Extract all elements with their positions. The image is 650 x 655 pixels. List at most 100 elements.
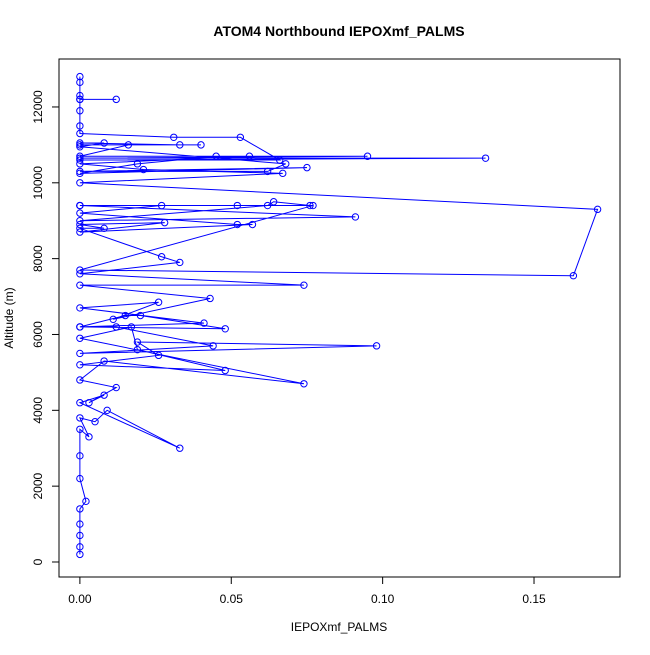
data-point — [109, 315, 117, 324]
data-point — [112, 383, 120, 392]
data-point — [76, 169, 84, 178]
data-point — [303, 163, 311, 172]
data-point — [197, 141, 205, 149]
data-point — [100, 139, 108, 147]
y-tick-label: 12000 — [31, 90, 45, 124]
data-point — [160, 218, 169, 227]
data-point — [85, 433, 93, 441]
data-point — [76, 505, 84, 513]
chart-title: ATOM4 Northbound IEPOXmf_PALMS — [213, 23, 464, 39]
x-tick-label: 0.05 — [220, 592, 244, 606]
data-point — [124, 141, 133, 149]
data-point — [212, 152, 220, 160]
data-point — [157, 253, 166, 261]
data-point — [248, 220, 257, 229]
data-point — [136, 311, 145, 320]
data-point — [300, 380, 308, 388]
data-point — [85, 399, 93, 407]
data-point — [91, 417, 99, 426]
data-point — [76, 474, 84, 483]
data-point — [176, 258, 184, 267]
data-point — [100, 224, 108, 233]
data-point — [206, 294, 214, 303]
data-point — [209, 342, 217, 350]
data-point — [76, 141, 84, 149]
data-point — [593, 205, 602, 214]
data-point — [133, 338, 142, 346]
data-point — [76, 95, 84, 104]
data-point — [282, 160, 290, 168]
data-point — [76, 452, 84, 460]
data-point — [76, 531, 84, 540]
data-point — [309, 201, 317, 210]
data-point — [176, 141, 184, 149]
data-point — [76, 167, 84, 176]
data-point — [233, 220, 242, 229]
data-point — [76, 323, 84, 331]
data-point — [76, 228, 84, 236]
data-point — [76, 156, 84, 164]
data-point — [569, 272, 578, 280]
y-tick-label: 2000 — [31, 472, 45, 499]
x-tick-label: 0.10 — [371, 592, 395, 606]
data-point — [176, 444, 184, 452]
data-point — [372, 342, 381, 350]
data-point — [82, 497, 90, 506]
data-point — [76, 266, 84, 274]
data-point — [157, 201, 166, 210]
data-point — [121, 311, 130, 320]
data-point — [170, 133, 178, 142]
x-tick-label: 0.15 — [522, 592, 546, 606]
data-point — [233, 201, 242, 210]
data-point — [76, 334, 84, 342]
data-point — [76, 152, 84, 160]
data-point — [351, 213, 360, 221]
data-point — [76, 520, 84, 528]
y-tick-label: 6000 — [31, 321, 45, 348]
data-point — [363, 152, 372, 160]
data-point — [76, 414, 84, 422]
data-point — [76, 349, 84, 358]
data-point — [76, 361, 84, 369]
data-point — [306, 201, 314, 210]
data-point — [76, 224, 84, 233]
data-point — [76, 425, 84, 433]
data-point — [100, 357, 108, 365]
data-point — [221, 325, 229, 333]
data-point — [76, 160, 84, 168]
data-point — [76, 543, 84, 551]
data-point — [245, 152, 254, 160]
data-point — [76, 304, 84, 312]
y-tick-label: 8000 — [31, 245, 45, 272]
data-line — [78, 76, 599, 555]
y-tick-label: 10000 — [31, 166, 45, 200]
data-point — [76, 122, 84, 130]
data-point — [76, 129, 84, 138]
data-point — [300, 281, 308, 289]
data-point — [76, 217, 84, 225]
data-point — [221, 366, 229, 375]
data-point — [76, 399, 84, 407]
data-point — [276, 156, 284, 164]
data-point — [76, 201, 84, 210]
data-point — [263, 167, 272, 176]
data-point — [154, 351, 163, 360]
y-tick-label: 0 — [31, 558, 45, 565]
data-point — [76, 154, 84, 162]
data-point — [112, 95, 120, 104]
data-point — [100, 391, 108, 399]
data-point — [269, 198, 278, 206]
data-point — [76, 270, 84, 278]
data-point — [133, 345, 142, 354]
data-point — [76, 281, 84, 289]
data-point — [154, 298, 163, 306]
y-axis-label: Altitude (m) — [2, 287, 16, 348]
data-point — [200, 319, 208, 327]
data-point — [76, 179, 84, 187]
data-point — [481, 154, 490, 162]
data-point — [263, 201, 272, 210]
x-axis-label: IEPOXmf_PALMS — [291, 620, 387, 634]
data-point — [76, 550, 84, 559]
data-point — [76, 72, 84, 81]
